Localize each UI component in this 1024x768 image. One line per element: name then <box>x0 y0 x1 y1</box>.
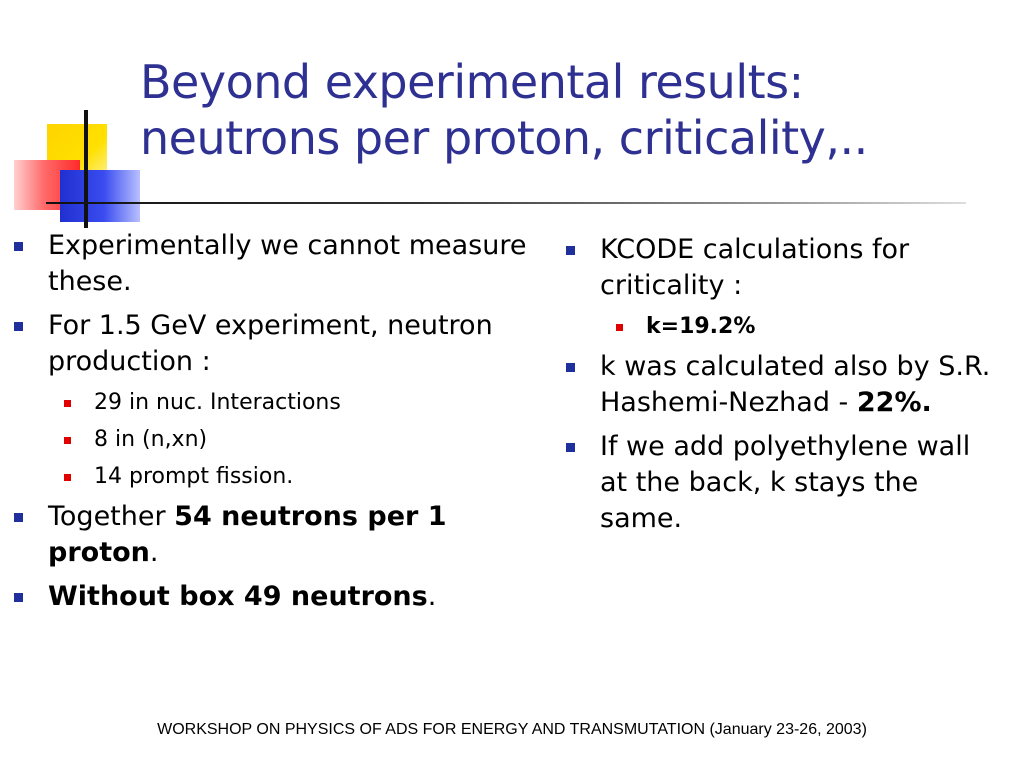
list-item: KCODE calculations for criticality : <box>566 232 996 304</box>
sub-list-item: 8 in (n,xn) <box>14 425 534 455</box>
list-item: k was calculated also by S.R. Hashemi-Ne… <box>566 349 996 421</box>
square-bullet-icon <box>14 322 23 331</box>
square-bullet-icon <box>566 246 575 255</box>
bullet-text-end: . <box>149 537 159 568</box>
sub-bullet-text: k=19.2% <box>646 314 756 339</box>
square-bullet-icon <box>64 400 71 407</box>
list-item: Without box 49 neutrons. <box>14 579 534 615</box>
sub-bullet-text: 14 prompt fission. <box>94 464 294 489</box>
slide-title: Beyond experimental results: neutrons pe… <box>140 54 1000 166</box>
list-item: If we add polyethylene wall at the back,… <box>566 429 996 537</box>
bullet-text: For 1.5 GeV experiment, neutron producti… <box>48 310 493 377</box>
list-item: Experimentally we cannot measure these. <box>14 228 534 300</box>
bullet-bold-text: Without box 49 neutrons <box>48 581 428 612</box>
blue-square-decoration <box>60 170 140 222</box>
bullet-text: Together <box>48 501 175 532</box>
vertical-line-decoration <box>84 110 88 228</box>
bullet-text-end: . <box>427 581 437 612</box>
square-bullet-icon <box>566 443 575 452</box>
square-bullet-icon <box>14 242 23 251</box>
title-underline <box>46 202 966 204</box>
sub-list-item: k=19.2% <box>566 312 996 342</box>
square-bullet-icon <box>64 437 71 444</box>
slide-footer: WORKSHOP ON PHYSICS OF ADS FOR ENERGY AN… <box>157 721 867 738</box>
square-bullet-icon <box>64 474 71 481</box>
bullet-text: k was calculated also by S.R. Hashemi-Ne… <box>600 351 991 418</box>
bullet-text: KCODE calculations for criticality : <box>600 234 910 301</box>
bullet-bold-text: 54 neutrons per 1 proton <box>48 501 447 568</box>
title-line-2: neutrons per proton, criticality,.. <box>140 111 868 165</box>
square-bullet-icon <box>14 513 23 522</box>
sub-list-item: 29 in nuc. Interactions <box>14 388 534 418</box>
bullet-text: If we add polyethylene wall at the back,… <box>600 431 971 534</box>
bullet-bold-text: 22%. <box>856 387 932 418</box>
square-bullet-icon <box>14 593 23 602</box>
title-line-1: Beyond experimental results: <box>140 55 804 109</box>
square-bullet-icon <box>566 363 575 372</box>
sub-list-item: 14 prompt fission. <box>14 462 534 492</box>
right-bullet-list: KCODE calculations for criticality : k=1… <box>566 232 996 545</box>
sub-bullet-text: 29 in nuc. Interactions <box>94 390 341 415</box>
list-item: Together 54 neutrons per 1 proton. <box>14 499 534 571</box>
square-bullet-icon <box>616 324 623 331</box>
sub-bullet-text: 8 in (n,xn) <box>94 427 208 452</box>
left-bullet-list: Experimentally we cannot measure these. … <box>14 228 534 623</box>
bullet-text: Experimentally we cannot measure these. <box>48 230 527 297</box>
list-item: For 1.5 GeV experiment, neutron producti… <box>14 308 534 380</box>
